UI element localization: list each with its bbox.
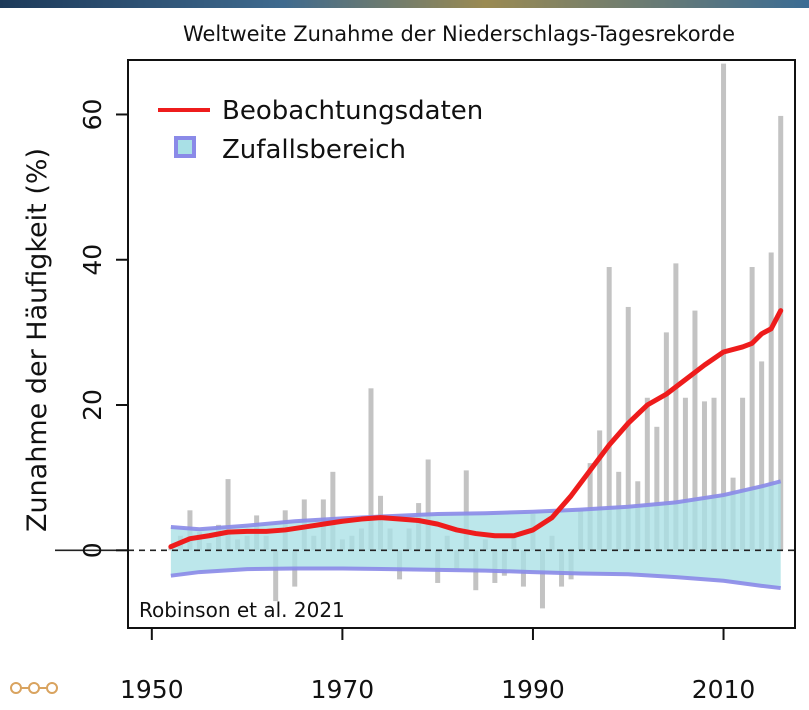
bar	[759, 361, 765, 551]
chart-title: Weltweite Zunahme der Niederschlags-Tage…	[183, 22, 735, 46]
bar	[330, 471, 336, 551]
bar	[740, 397, 746, 551]
y-tick-label: 60	[78, 99, 107, 131]
legend-label-observations: Beobachtungsdaten	[222, 96, 483, 126]
band-upper-edge	[170, 479, 782, 532]
bar	[606, 267, 612, 551]
x-tick-label: 1990	[501, 675, 565, 704]
legend-band-swatch	[174, 136, 196, 158]
bar	[425, 459, 431, 551]
plot-frame	[127, 59, 796, 629]
bar	[368, 388, 374, 551]
bar	[701, 401, 707, 551]
x-tick-label: 1950	[120, 675, 184, 704]
bar	[663, 332, 669, 551]
legend: Beobachtungsdaten Zufallsbereich	[158, 96, 483, 165]
y-axis-label: Zunahme der Häufigkeit (%)	[22, 148, 53, 532]
corner-logo	[10, 682, 58, 694]
bar	[539, 550, 545, 609]
bar	[625, 306, 631, 551]
bar	[711, 397, 717, 551]
plot-area	[55, 63, 795, 609]
bar	[692, 310, 698, 551]
bar	[682, 397, 688, 551]
source-annotation: Robinson et al. 2021	[139, 598, 345, 622]
bar	[225, 479, 231, 551]
bar	[597, 430, 603, 551]
observation-line	[168, 308, 784, 550]
bar	[587, 463, 593, 551]
bar	[273, 550, 279, 602]
bar	[768, 252, 774, 551]
bar	[644, 397, 650, 551]
y-tick-label: 40	[78, 244, 107, 276]
bar	[654, 426, 660, 551]
y-tick-label: 20	[78, 389, 107, 421]
x-tick-label: 2010	[692, 675, 756, 704]
band-lower-edge	[170, 566, 781, 591]
bar	[721, 63, 727, 551]
bar	[749, 267, 755, 551]
bar	[463, 470, 469, 551]
background-image-strip	[0, 0, 809, 8]
axes: 1950 1970 1990 2010 0 20 40 60	[78, 99, 755, 704]
legend-label-random-range: Zufallsbereich	[222, 135, 406, 165]
y-tick-label: 0	[78, 542, 107, 558]
bar	[778, 115, 784, 551]
bar	[673, 263, 679, 551]
x-tick-label: 1970	[311, 675, 375, 704]
